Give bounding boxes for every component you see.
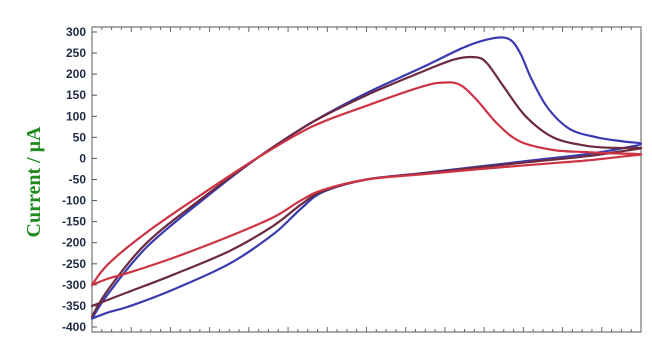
y-tick-label: -300 — [62, 278, 86, 292]
y-tick-label: -150 — [62, 215, 86, 229]
y-axis-ticks: 300 250 200 150 100 50 0 -50 -100 -150 -200 -250 -30… — [62, 25, 97, 334]
y-tick-label: -100 — [62, 194, 86, 208]
y-tick-label: 150 — [66, 88, 86, 102]
y-tick-label: 50 — [73, 130, 87, 144]
y-tick-label: -350 — [62, 299, 86, 313]
y-tick-label: 200 — [66, 67, 86, 81]
y-tick-label: -200 — [62, 236, 86, 250]
y-axis-label: Current / μA — [23, 126, 45, 238]
y-tick-label: 250 — [66, 46, 86, 60]
series-line-2 — [90, 55, 643, 318]
y-tick-label: 300 — [66, 25, 86, 39]
y-tick-label: -50 — [69, 173, 87, 187]
y-tick-label: -400 — [62, 320, 86, 334]
series-lines — [90, 36, 643, 320]
series-line-3 — [90, 81, 643, 286]
y-tick-label: 100 — [66, 109, 86, 123]
y-tick-label: -250 — [62, 257, 86, 271]
x-axis-ticks — [91, 27, 642, 332]
y-tick-label: 0 — [79, 151, 86, 165]
